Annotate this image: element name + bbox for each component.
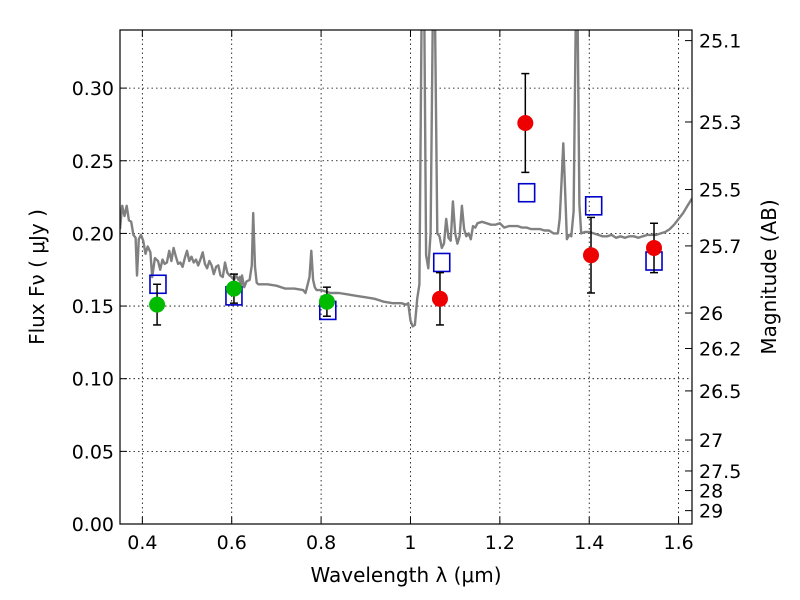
x-tick-labels: 0.4 0.6 0.8 1 1.2 1.4 1.6 — [127, 532, 693, 554]
magnitude-tick-label: 26 — [699, 303, 723, 325]
observed-point-marker — [225, 280, 242, 297]
magnitude-tick-label: 27.5 — [699, 461, 741, 483]
right-axis-title: Magnitude (AB) — [757, 199, 781, 354]
magnitude-tick-label: 28 — [699, 481, 723, 503]
model-square-marker — [432, 252, 451, 273]
y-tick-label: 0.10 — [72, 369, 114, 391]
magnitude-tick-label: 25.1 — [699, 31, 741, 53]
plot-frame — [119, 29, 693, 525]
model-square-marker — [149, 274, 167, 295]
tick-marks — [120, 30, 692, 525]
grid-lines — [120, 30, 692, 524]
observed-point-marker — [517, 114, 534, 131]
y-tick-label: 0.20 — [72, 223, 114, 245]
x-tick-label: 1.4 — [574, 532, 604, 554]
magnitude-tick-label: 26.5 — [699, 381, 741, 403]
y-tick-label: 0.05 — [72, 441, 114, 463]
x-tick-label: 1 — [404, 532, 416, 554]
observed-points — [149, 114, 663, 313]
model-square-marker — [584, 196, 603, 216]
spectrum — [120, 30, 692, 328]
magnitude-tick-label: 25.5 — [699, 180, 741, 202]
observed-point-marker — [431, 290, 448, 307]
magnitude-tick-label: 25.3 — [699, 112, 741, 134]
y-tick-labels: 0.00 0.05 0.10 0.15 0.20 0.25 0.30 — [72, 78, 114, 536]
observed-point-marker — [149, 296, 166, 313]
magnitude-tick-label: 25.7 — [699, 236, 741, 258]
magnitude-tick-label: 26.2 — [699, 338, 741, 360]
x-tick-label: 0.4 — [127, 532, 157, 554]
x-tick-label: 0.8 — [306, 532, 336, 554]
y-tick-label: 0.25 — [72, 151, 114, 173]
x-tick-label: 1.2 — [485, 532, 515, 554]
observed-point-marker — [583, 247, 600, 264]
y-axis-title: Flux Fν ( μJy ) — [25, 209, 49, 345]
observed-point-marker — [318, 293, 335, 310]
x-tick-label: 1.6 — [663, 532, 693, 554]
y-tick-label: 0.00 — [72, 514, 114, 536]
x-axis-title: Wavelength λ (μm) — [310, 563, 501, 587]
model-square-marker — [517, 182, 536, 203]
spectrum-line — [120, 30, 692, 328]
magnitude-tick-label: 29 — [699, 501, 723, 523]
y-tick-label: 0.15 — [72, 296, 114, 318]
magnitude-tick-label: 27 — [699, 430, 723, 452]
y-tick-label: 0.30 — [72, 78, 114, 100]
observed-point-marker — [646, 239, 663, 256]
x-tick-label: 0.6 — [217, 532, 247, 554]
